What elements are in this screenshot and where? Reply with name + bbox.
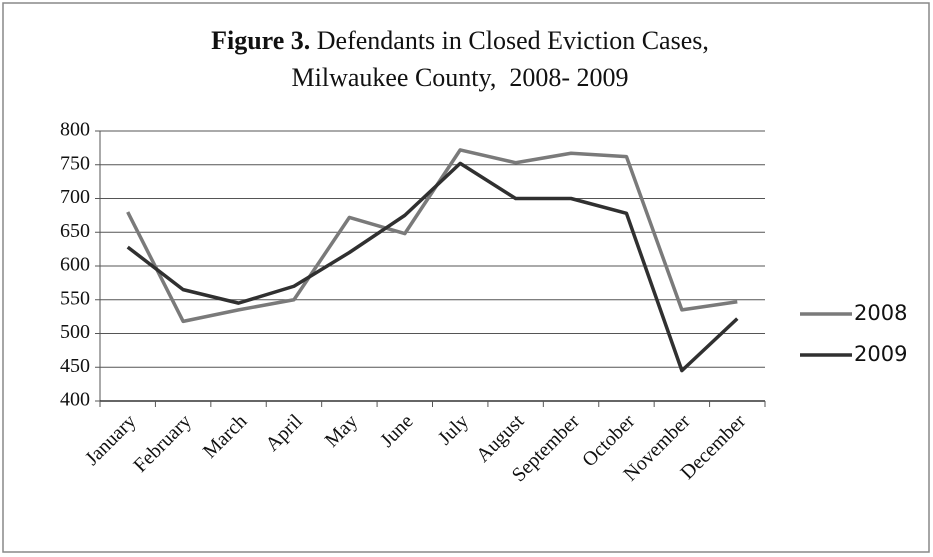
x-tick-label: April xyxy=(261,410,307,456)
x-tick-label: February xyxy=(129,410,196,477)
series-line xyxy=(126,148,738,324)
y-tick-label: 550 xyxy=(60,287,90,309)
title-label: Figure 3. xyxy=(211,26,311,55)
legend-label: 2008 xyxy=(854,301,907,325)
y-tick-label: 450 xyxy=(60,355,90,377)
title-text: Defendants in Closed Eviction Cases, Mil… xyxy=(291,26,716,92)
x-tick-label: July xyxy=(434,410,473,449)
y-tick-label: 600 xyxy=(60,254,90,276)
y-tick-label: 500 xyxy=(60,321,90,343)
legend-label: 2009 xyxy=(854,342,907,366)
y-tick-label: 800 xyxy=(60,119,90,141)
y-tick-label: 750 xyxy=(60,152,90,174)
x-tick-label: May xyxy=(321,410,362,451)
y-tick-label: 650 xyxy=(60,220,90,242)
y-tick-label: 700 xyxy=(60,186,90,208)
chart-title: Figure 3. Defendants in Closed Eviction … xyxy=(170,22,750,96)
x-tick-label: June xyxy=(376,410,418,452)
series-line xyxy=(126,161,739,373)
y-tick-label: 400 xyxy=(60,389,90,411)
x-tick-label: March xyxy=(199,410,251,462)
